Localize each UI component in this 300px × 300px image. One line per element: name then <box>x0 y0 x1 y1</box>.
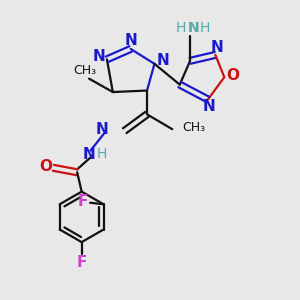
Text: F: F <box>77 194 88 209</box>
Text: N: N <box>92 49 105 64</box>
Text: O: O <box>40 159 52 174</box>
Text: H: H <box>200 21 210 35</box>
Text: N: N <box>124 33 137 48</box>
Text: F: F <box>76 255 87 270</box>
Text: N: N <box>96 122 109 137</box>
Text: N: N <box>203 99 216 114</box>
Text: N: N <box>211 40 223 55</box>
Text: N: N <box>156 53 169 68</box>
Text: H: H <box>176 21 186 35</box>
Text: CH₃: CH₃ <box>73 64 96 77</box>
Text: O: O <box>227 68 240 83</box>
Text: N: N <box>83 147 95 162</box>
Text: N: N <box>187 21 199 35</box>
Text: H: H <box>97 148 107 161</box>
Text: CH₃: CH₃ <box>183 121 206 134</box>
